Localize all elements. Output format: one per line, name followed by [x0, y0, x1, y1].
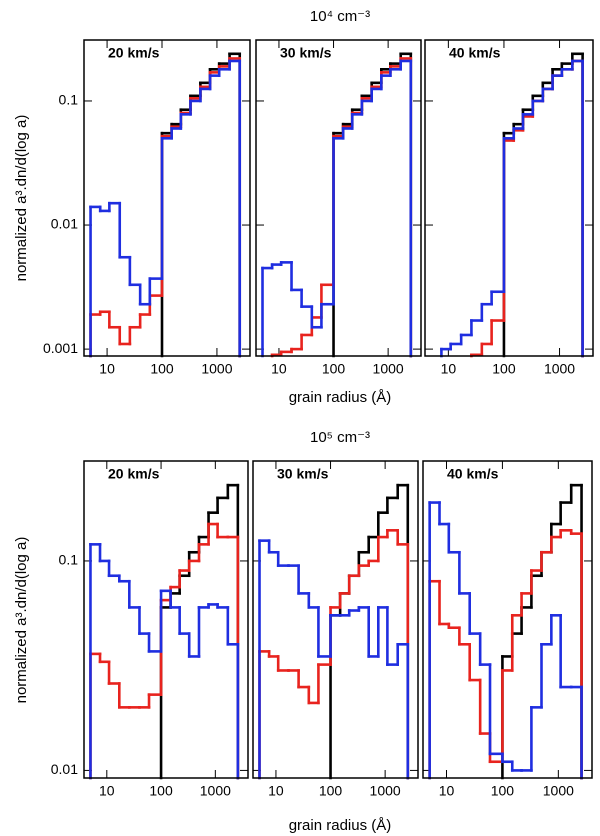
panel-title: 30 km/s: [277, 466, 329, 482]
x-tick-label: 10: [441, 361, 457, 377]
y-axis-label: normalized a³.dn/d(log a): [13, 115, 30, 282]
y-tick-label: 0.001: [43, 340, 78, 356]
x-tick-label: 10: [99, 783, 115, 799]
panel-title: 20 km/s: [108, 45, 160, 61]
x-tick-label: 1000: [373, 361, 404, 377]
row-title: 10⁵ cm⁻³: [310, 429, 370, 446]
x-tick-label: 1000: [201, 361, 232, 377]
y-tick-label: 0.01: [51, 761, 78, 777]
x-tick-label: 1000: [543, 783, 574, 799]
x-tick-label: 100: [492, 361, 516, 377]
x-tick-label: 1000: [544, 361, 575, 377]
panel-frame: [83, 39, 251, 357]
x-tick-label: 10: [268, 783, 284, 799]
panel-title: 30 km/s: [280, 45, 332, 61]
panel-title: 40 km/s: [447, 466, 499, 482]
panel-frame: [422, 460, 593, 779]
x-tick-label: 100: [322, 361, 346, 377]
y-tick-label: 0.01: [51, 216, 78, 232]
panel-title: 20 km/s: [108, 466, 160, 482]
y-tick-label: 0.1: [59, 552, 79, 568]
y-tick-label: 0.1: [59, 92, 79, 108]
x-tick-label: 1000: [200, 783, 231, 799]
x-axis-label: grain radius (Å): [289, 817, 392, 834]
x-axis-label: grain radius (Å): [289, 389, 392, 406]
x-tick-label: 100: [149, 783, 173, 799]
panel-frame: [252, 460, 419, 779]
row-title: 10⁴ cm⁻³: [310, 8, 370, 25]
x-tick-label: 100: [150, 361, 174, 377]
x-tick-label: 10: [439, 783, 455, 799]
x-tick-label: 100: [491, 783, 515, 799]
x-tick-label: 1000: [370, 783, 401, 799]
y-axis-label: normalized a³.dn/d(log a): [13, 537, 30, 704]
x-tick-label: 100: [319, 783, 343, 799]
x-tick-label: 10: [99, 361, 115, 377]
panel-title: 40 km/s: [449, 45, 501, 61]
panel-frame: [83, 460, 249, 779]
panel-frame: [255, 39, 422, 357]
panel-frame: [424, 39, 594, 357]
x-tick-label: 10: [271, 361, 287, 377]
